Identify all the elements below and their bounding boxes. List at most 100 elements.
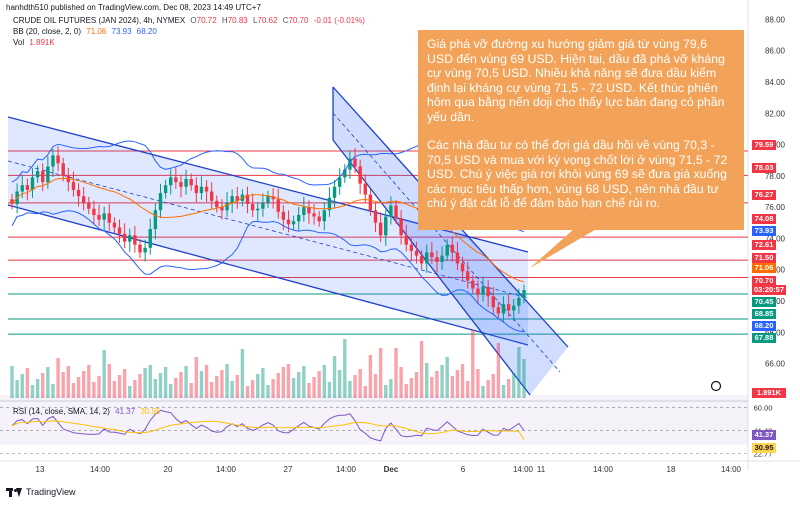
time-axis-label: 14:00 — [593, 465, 614, 474]
volume-bar — [41, 373, 45, 398]
candle-body — [266, 196, 270, 203]
candle-body — [430, 252, 434, 258]
volume-bar — [97, 376, 101, 398]
candle-body — [122, 233, 127, 242]
volume-bar — [307, 383, 311, 398]
candle-body — [322, 210, 327, 222]
candle-body — [297, 214, 301, 222]
volume-bar — [102, 350, 106, 398]
candle-body — [425, 252, 429, 264]
volume-legend[interactable]: Vol 1.891K — [13, 38, 58, 48]
volume-bar — [87, 365, 91, 398]
volume-bar — [169, 384, 173, 398]
candle-body — [491, 296, 495, 308]
volume-label: Vol — [13, 38, 25, 47]
volume-bar — [455, 370, 460, 398]
volume-bar — [353, 375, 357, 398]
volume-bar — [112, 381, 117, 398]
volume-bar — [66, 366, 71, 398]
candle-body — [281, 211, 286, 220]
open-label: O — [190, 16, 197, 25]
bb-lower-line — [11, 210, 525, 333]
bb-legend[interactable]: BB (20, close, 2, 0) 71.06 73.93 68.20 — [13, 27, 160, 37]
candle-body — [465, 271, 470, 281]
price-tag: 68.20 — [752, 321, 776, 331]
volume-bar — [384, 385, 388, 398]
candle-body — [189, 178, 193, 186]
volume-bar — [220, 370, 224, 398]
volume-bar — [71, 383, 76, 398]
volume-bar — [430, 377, 434, 398]
volume-bar — [76, 377, 81, 398]
high-label: H — [221, 16, 228, 25]
bb-upper-value: 73.93 — [111, 27, 132, 36]
candle-body — [440, 255, 444, 262]
volume-bar — [327, 382, 332, 398]
volume-bar — [450, 376, 455, 398]
price-axis-tick: 84.00 — [765, 78, 786, 87]
volume-bar — [522, 359, 526, 398]
volume-bar — [138, 374, 142, 398]
close-label: C — [282, 16, 289, 25]
price-axis-tick: 82.00 — [765, 109, 786, 118]
rsi-line — [11, 409, 525, 442]
volume-bar — [153, 379, 158, 398]
candle-body — [435, 257, 439, 262]
volume-bar — [189, 383, 193, 398]
analysis-annotation[interactable]: Giá phá vỡ đường xu hướng giảm giá từ vù… — [418, 30, 744, 230]
candle-body — [332, 186, 337, 198]
candle-body — [394, 205, 398, 219]
volume-bar — [122, 369, 127, 398]
volume-bar — [322, 365, 327, 398]
symbol-legend[interactable]: CRUDE OIL FUTURES (JAN 2024), 4h, NYMEX … — [13, 16, 368, 26]
price-tag: 70.45 — [752, 297, 776, 307]
volume-bar — [460, 364, 465, 398]
price-tag: 70.70 — [752, 276, 776, 286]
candle-body — [97, 214, 101, 220]
candle-body — [460, 263, 465, 272]
tradingview-footer[interactable]: TradingView — [6, 487, 76, 497]
candle-body — [353, 158, 357, 167]
volume-bar — [276, 373, 280, 398]
candle-body — [128, 235, 132, 242]
volume-bar — [240, 349, 245, 398]
price-axis-tick: 66.00 — [765, 360, 786, 369]
candle-body — [56, 155, 60, 164]
candle-body — [169, 177, 173, 186]
volume-bar — [56, 358, 60, 398]
low-label: L — [252, 16, 258, 25]
candle-body — [61, 163, 65, 176]
time-axis-label: 6 — [461, 465, 466, 474]
bb-lower-value: 68.20 — [136, 27, 157, 36]
candle-body — [112, 222, 117, 228]
candle-body — [348, 158, 352, 170]
candle-body — [368, 194, 373, 211]
time-axis-label: 14:00 — [336, 465, 357, 474]
price-tag: 71.50 — [752, 253, 776, 263]
candle-body — [76, 189, 81, 197]
volume-bar — [465, 381, 470, 398]
candle-body — [419, 255, 424, 264]
price-tag: 72.61 — [752, 240, 776, 250]
change-value: -0.01 (-0.01%) — [313, 16, 365, 25]
volume-bar — [491, 374, 495, 398]
candle-body — [506, 304, 511, 311]
time-axis-label: 11 — [537, 465, 546, 474]
candle-body — [235, 196, 239, 201]
volume-bar — [419, 341, 424, 398]
volume-bar — [435, 371, 439, 398]
candle-body — [481, 286, 485, 295]
steep-channel-lower — [332, 139, 531, 396]
open-value: 70.72 — [196, 16, 217, 25]
rsi-legend[interactable]: RSI (14, close, SMA, 14, 2) 41.37 30.95 — [13, 407, 163, 417]
candle-body — [117, 227, 122, 234]
candle-body — [81, 196, 86, 203]
volume-bar — [291, 378, 296, 398]
bb-basis-value: 71.06 — [86, 27, 107, 36]
rsi-label: RSI (14, close, SMA, 14, 2) — [13, 407, 110, 416]
volume-bar — [163, 367, 168, 398]
rsi-band-fill — [0, 395, 748, 445]
descending-channel-fill — [8, 117, 528, 345]
volume-bar — [51, 384, 55, 398]
